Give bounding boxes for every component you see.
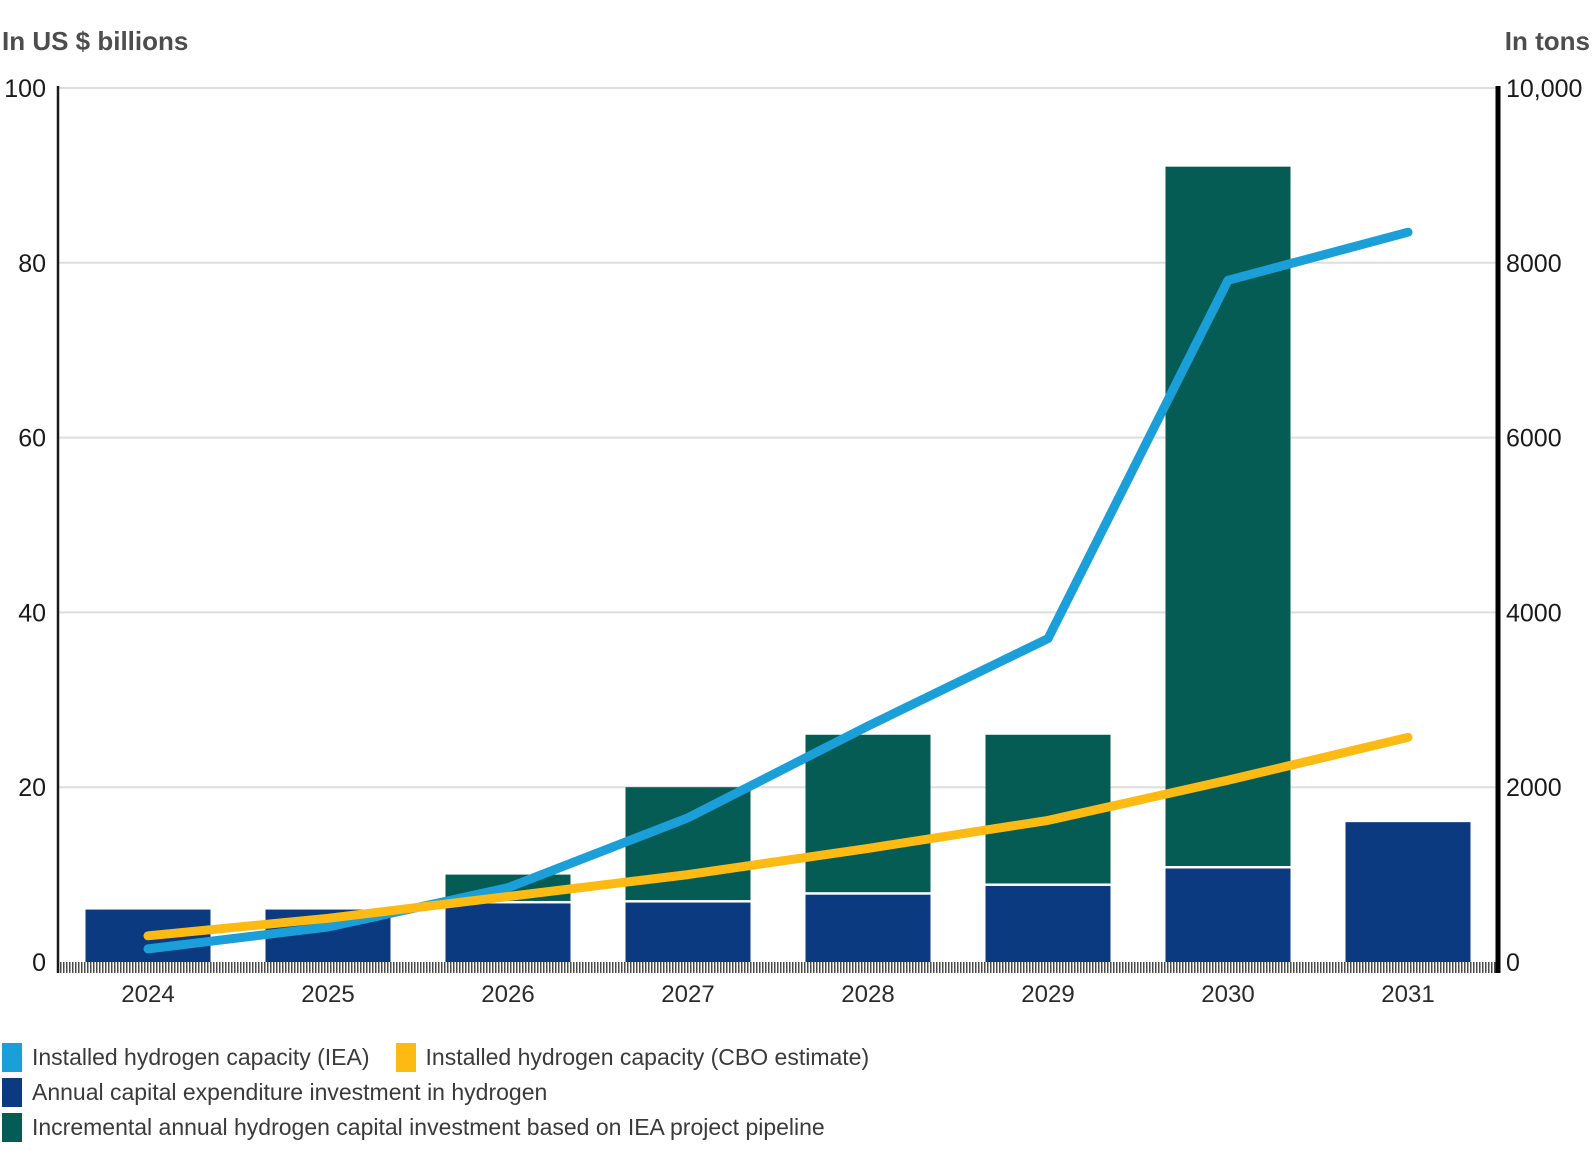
chart-canvas: 0 20 40 60 80 100 0 2000 4000 6000 8000 10,000 2024 2… xyxy=(4,75,1582,1008)
legend-label-annual-capex: Annual capital expenditure investment in… xyxy=(32,1079,548,1105)
x-label-2026: 2026 xyxy=(481,981,534,1008)
bars-layer xyxy=(85,166,1471,962)
bar-2028-incremental xyxy=(805,734,931,893)
left-tick-80: 80 xyxy=(18,250,46,278)
right-tick-8000: 8000 xyxy=(1506,250,1562,278)
left-axis-title: In US $ billions xyxy=(2,26,189,56)
right-tick-4000: 4000 xyxy=(1506,599,1562,627)
right-axis-title: In tons xyxy=(1504,26,1590,56)
legend-swatch-capex-bar xyxy=(2,1078,22,1107)
axis-labels-layer: 0 20 40 60 80 100 0 2000 4000 6000 8000 10,000 2024 2… xyxy=(4,75,1582,1008)
legend-swatch-incremental-bar xyxy=(2,1113,22,1142)
axes-layer xyxy=(56,86,1501,973)
legend-swatch-cbo-line xyxy=(395,1043,416,1072)
bar-2031-capex xyxy=(1345,822,1471,962)
legend-label-cbo-capacity: Installed hydrogen capacity (CBO estimat… xyxy=(425,1044,870,1070)
bar-2028-capex xyxy=(805,894,931,962)
legend-item-annual-capex: Annual capital expenditure investment in… xyxy=(2,1078,547,1107)
legend-item-incremental-capex: Incremental annual hydrogen capital inve… xyxy=(2,1113,825,1142)
legend-item-cbo-capacity: Installed hydrogen capacity (CBO estimat… xyxy=(395,1043,870,1072)
x-label-2027: 2027 xyxy=(661,981,714,1008)
legend-row-2: Annual capital expenditure investment in… xyxy=(2,1075,1562,1110)
legend: Installed hydrogen capacity (IEA) Instal… xyxy=(2,1040,1562,1145)
legend-item-iea-capacity: Installed hydrogen capacity (IEA) xyxy=(2,1043,370,1072)
legend-label-incremental-capex: Incremental annual hydrogen capital inve… xyxy=(32,1114,825,1140)
line-iea-capacity xyxy=(143,227,1413,954)
left-tick-40: 40 xyxy=(18,599,46,627)
legend-swatch-iea-line xyxy=(2,1043,22,1072)
bar-2026-capex xyxy=(445,903,571,962)
bar-2027-capex xyxy=(625,902,751,962)
right-tick-10000: 10,000 xyxy=(1506,75,1582,103)
left-tick-100: 100 xyxy=(4,75,46,103)
left-tick-60: 60 xyxy=(18,425,46,453)
x-label-2024: 2024 xyxy=(121,981,174,1008)
x-label-2028: 2028 xyxy=(841,981,894,1008)
right-tick-6000: 6000 xyxy=(1506,425,1562,453)
legend-row-3: Incremental annual hydrogen capital inve… xyxy=(2,1110,1562,1145)
left-tick-20: 20 xyxy=(18,774,46,802)
x-label-2029: 2029 xyxy=(1021,981,1074,1008)
x-label-2031: 2031 xyxy=(1381,981,1434,1008)
right-tick-2000: 2000 xyxy=(1506,774,1562,802)
x-label-2030: 2030 xyxy=(1201,981,1254,1008)
legend-label-iea-capacity: Installed hydrogen capacity (IEA) xyxy=(32,1044,370,1070)
x-label-2025: 2025 xyxy=(301,981,354,1008)
left-tick-0: 0 xyxy=(32,949,46,977)
legend-row-1: Installed hydrogen capacity (IEA) Instal… xyxy=(2,1040,1562,1075)
lines-layer xyxy=(143,227,1413,954)
right-tick-0: 0 xyxy=(1506,949,1520,977)
line-cbo-capacity xyxy=(143,732,1413,941)
bar-2029-capex xyxy=(985,885,1111,962)
bar-2030-capex xyxy=(1165,868,1291,962)
x-axis-hatch xyxy=(57,962,1498,973)
